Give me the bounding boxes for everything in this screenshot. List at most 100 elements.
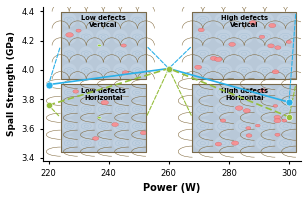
Ellipse shape: [194, 85, 212, 100]
Y-axis label: Spall Strength (GPa): Spall Strength (GPa): [7, 31, 16, 136]
Ellipse shape: [113, 13, 128, 27]
Ellipse shape: [277, 13, 295, 27]
Ellipse shape: [256, 13, 274, 27]
Text: Low defects
Horizontal: Low defects Horizontal: [81, 88, 126, 101]
Circle shape: [268, 44, 274, 48]
Ellipse shape: [96, 63, 111, 78]
Circle shape: [269, 23, 276, 28]
Circle shape: [98, 44, 101, 47]
Circle shape: [215, 57, 222, 62]
Ellipse shape: [214, 30, 233, 44]
Ellipse shape: [214, 119, 233, 134]
Ellipse shape: [62, 13, 77, 27]
Ellipse shape: [62, 30, 77, 44]
Circle shape: [66, 33, 73, 37]
Ellipse shape: [113, 46, 128, 61]
Ellipse shape: [62, 85, 77, 100]
Text: High defects
Horizontal: High defects Horizontal: [221, 88, 268, 101]
Ellipse shape: [235, 119, 253, 134]
Ellipse shape: [194, 46, 212, 61]
Ellipse shape: [62, 63, 77, 78]
X-axis label: Power (W): Power (W): [143, 183, 201, 193]
Ellipse shape: [194, 30, 212, 44]
Ellipse shape: [194, 102, 212, 117]
Ellipse shape: [256, 46, 274, 61]
Ellipse shape: [62, 119, 77, 134]
Circle shape: [98, 117, 101, 119]
Ellipse shape: [194, 13, 212, 27]
Circle shape: [215, 142, 221, 146]
Ellipse shape: [235, 30, 253, 44]
Ellipse shape: [235, 85, 253, 100]
Circle shape: [259, 35, 265, 38]
Ellipse shape: [194, 119, 212, 134]
Circle shape: [249, 21, 257, 25]
Circle shape: [231, 141, 239, 145]
Ellipse shape: [96, 85, 111, 100]
Ellipse shape: [256, 30, 274, 44]
Ellipse shape: [214, 63, 233, 78]
Ellipse shape: [130, 46, 145, 61]
Ellipse shape: [256, 136, 274, 151]
Circle shape: [92, 137, 99, 140]
Ellipse shape: [62, 102, 77, 117]
Ellipse shape: [194, 136, 212, 151]
FancyBboxPatch shape: [192, 84, 296, 152]
Ellipse shape: [113, 136, 128, 151]
Circle shape: [286, 40, 291, 43]
Ellipse shape: [277, 63, 295, 78]
Ellipse shape: [130, 119, 145, 134]
Circle shape: [229, 42, 236, 46]
Circle shape: [243, 109, 250, 113]
Ellipse shape: [96, 13, 111, 27]
Circle shape: [210, 56, 217, 60]
Ellipse shape: [277, 119, 295, 134]
Ellipse shape: [79, 63, 94, 78]
Ellipse shape: [113, 30, 128, 44]
FancyBboxPatch shape: [61, 12, 146, 79]
Circle shape: [220, 119, 226, 122]
Ellipse shape: [235, 136, 253, 151]
Ellipse shape: [79, 119, 94, 134]
Ellipse shape: [214, 136, 233, 151]
Ellipse shape: [235, 46, 253, 61]
Circle shape: [122, 71, 129, 75]
Ellipse shape: [130, 30, 145, 44]
Circle shape: [255, 124, 260, 127]
Circle shape: [275, 46, 281, 49]
Circle shape: [101, 100, 108, 105]
Ellipse shape: [79, 102, 94, 117]
Ellipse shape: [214, 46, 233, 61]
Ellipse shape: [113, 102, 128, 117]
Ellipse shape: [235, 13, 253, 27]
Ellipse shape: [256, 102, 274, 117]
Circle shape: [76, 29, 81, 32]
Ellipse shape: [130, 13, 145, 27]
Ellipse shape: [130, 102, 145, 117]
Circle shape: [73, 90, 79, 93]
Ellipse shape: [62, 136, 77, 151]
Ellipse shape: [277, 136, 295, 151]
Ellipse shape: [79, 13, 94, 27]
Ellipse shape: [62, 46, 77, 61]
Text: High defects
Vertical: High defects Vertical: [221, 15, 268, 28]
Ellipse shape: [96, 102, 111, 117]
Circle shape: [282, 119, 287, 122]
Ellipse shape: [130, 136, 145, 151]
Ellipse shape: [235, 102, 253, 117]
Ellipse shape: [113, 63, 128, 78]
Circle shape: [195, 65, 202, 69]
Circle shape: [273, 104, 278, 107]
Circle shape: [235, 106, 243, 110]
Ellipse shape: [194, 63, 212, 78]
Ellipse shape: [256, 85, 274, 100]
Circle shape: [121, 44, 126, 47]
Circle shape: [246, 134, 252, 137]
Circle shape: [259, 88, 266, 92]
Ellipse shape: [235, 63, 253, 78]
Ellipse shape: [277, 30, 295, 44]
Ellipse shape: [256, 63, 274, 78]
Ellipse shape: [113, 85, 128, 100]
Ellipse shape: [113, 119, 128, 134]
Circle shape: [246, 127, 251, 130]
